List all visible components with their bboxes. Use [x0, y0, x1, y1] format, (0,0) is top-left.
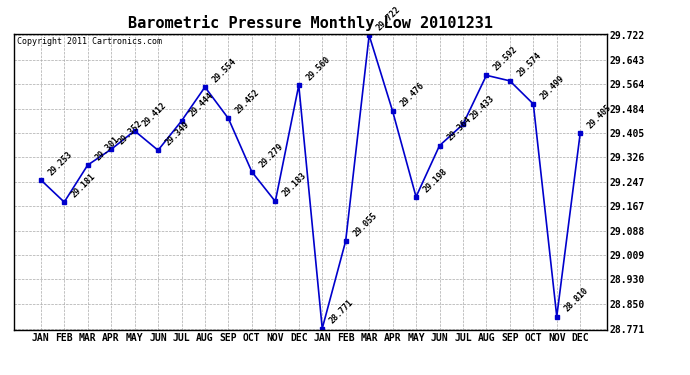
Text: 28.810: 28.810 [562, 286, 590, 314]
Text: 29.554: 29.554 [210, 57, 238, 84]
Text: 29.476: 29.476 [398, 81, 426, 108]
Text: 29.253: 29.253 [46, 150, 74, 177]
Text: 29.444: 29.444 [187, 91, 215, 118]
Text: 29.279: 29.279 [257, 141, 285, 169]
Text: 29.301: 29.301 [93, 135, 121, 162]
Text: 29.181: 29.181 [70, 172, 97, 199]
Text: 29.405: 29.405 [586, 103, 613, 130]
Text: 28.771: 28.771 [328, 298, 355, 326]
Title: Barometric Pressure Monthly Low 20101231: Barometric Pressure Monthly Low 20101231 [128, 15, 493, 31]
Text: 29.183: 29.183 [281, 171, 308, 199]
Text: 29.560: 29.560 [304, 55, 332, 82]
Text: 29.349: 29.349 [164, 120, 191, 147]
Text: Copyright 2011 Cartronics.com: Copyright 2011 Cartronics.com [17, 37, 161, 46]
Text: 29.499: 29.499 [539, 74, 566, 101]
Text: 29.055: 29.055 [351, 211, 379, 238]
Text: 29.412: 29.412 [140, 100, 168, 128]
Text: 29.452: 29.452 [234, 88, 262, 116]
Text: 29.574: 29.574 [515, 51, 543, 78]
Text: 29.592: 29.592 [492, 45, 520, 72]
Text: 29.364: 29.364 [445, 115, 473, 143]
Text: 29.722: 29.722 [375, 5, 402, 33]
Text: 29.352: 29.352 [117, 119, 144, 147]
Text: 29.198: 29.198 [422, 166, 449, 194]
Text: 29.433: 29.433 [469, 94, 496, 122]
